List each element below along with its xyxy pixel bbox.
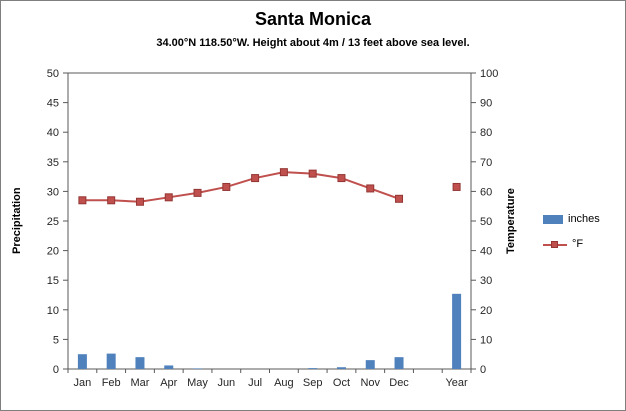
left-tick-label: 10 <box>47 305 59 317</box>
temperature-marker <box>395 194 404 203</box>
plot-border <box>67 72 472 370</box>
precipitation-bar <box>365 360 375 369</box>
left-tick-label: 25 <box>47 216 59 228</box>
right-tick-label: 80 <box>480 127 492 139</box>
left-tick-label: 45 <box>47 98 59 110</box>
x-category-label: Apr <box>160 377 177 389</box>
temperature-marker <box>251 174 260 183</box>
temperature-marker <box>308 169 317 178</box>
line-series-swatch-icon <box>543 240 567 249</box>
x-category-label: Dec <box>389 377 409 389</box>
x-category-label: Aug <box>274 377 294 389</box>
temperature-marker <box>135 197 144 206</box>
temperature-marker <box>222 182 231 191</box>
x-category-label: May <box>187 377 208 389</box>
bar-series-swatch-icon <box>543 214 563 224</box>
x-category-label: Oct <box>333 377 350 389</box>
right-axis-label: Temperature <box>505 188 517 254</box>
right-tick-label: 50 <box>480 216 492 228</box>
precipitation-bar <box>106 353 116 369</box>
right-tick-label: 20 <box>480 305 492 317</box>
legend-label-inches: inches <box>568 213 600 225</box>
left-tick-label: 20 <box>47 246 59 258</box>
temperature-marker <box>193 188 202 197</box>
temperature-marker <box>107 196 116 205</box>
x-category-label: Mar <box>130 377 149 389</box>
precipitation-bar <box>308 368 318 369</box>
precipitation-bar <box>77 354 87 369</box>
right-tick-label: 100 <box>480 68 498 80</box>
x-category-label: Jul <box>248 377 262 389</box>
temperature-line <box>82 171 400 203</box>
precipitation-bar <box>193 368 203 369</box>
temperature-marker <box>337 174 346 183</box>
precipitation-bar <box>452 293 462 369</box>
right-tick-label: 30 <box>480 275 492 287</box>
x-category-label: Sep <box>303 377 323 389</box>
precipitation-bar <box>394 357 404 369</box>
temperature-marker <box>164 193 173 202</box>
right-tick-label: 70 <box>480 157 492 169</box>
temperature-marker <box>366 184 375 193</box>
precipitation-bar <box>164 365 174 369</box>
left-tick-label: 0 <box>53 364 59 376</box>
legend-item-inches: inches <box>543 213 600 225</box>
left-tick-label: 30 <box>47 186 59 198</box>
precipitation-bar <box>135 357 145 369</box>
right-tick-label: 40 <box>480 246 492 258</box>
temperature-marker <box>78 196 87 205</box>
precipitation-bar <box>336 367 346 369</box>
temperature-marker <box>279 168 288 177</box>
left-tick-label: 5 <box>53 334 59 346</box>
x-category-label: Feb <box>102 377 121 389</box>
right-tick-label: 0 <box>480 364 486 376</box>
chart-title: Santa Monica <box>254 9 372 29</box>
left-tick-label: 35 <box>47 157 59 169</box>
right-tick-label: 90 <box>480 98 492 110</box>
x-category-label: Jun <box>217 377 235 389</box>
legend-label-temperature: °F <box>572 238 584 250</box>
right-tick-label: 60 <box>480 186 492 198</box>
x-category-label: Jan <box>74 377 92 389</box>
right-tick-label: 10 <box>480 334 492 346</box>
left-tick-label: 50 <box>47 68 59 80</box>
x-category-label: Year <box>445 377 468 389</box>
chart-subtitle: 34.00°N 118.50°W. Height about 4m / 13 f… <box>156 37 470 49</box>
x-category-label: Nov <box>360 377 380 389</box>
left-tick-label: 40 <box>47 127 59 139</box>
line-swatch-marker <box>551 240 558 248</box>
legend: inches °F <box>543 213 600 250</box>
left-tick-label: 15 <box>47 275 59 287</box>
left-axis-label: Precipitation <box>11 187 23 255</box>
legend-item-temperature: °F <box>543 238 600 250</box>
temperature-marker <box>452 182 461 191</box>
